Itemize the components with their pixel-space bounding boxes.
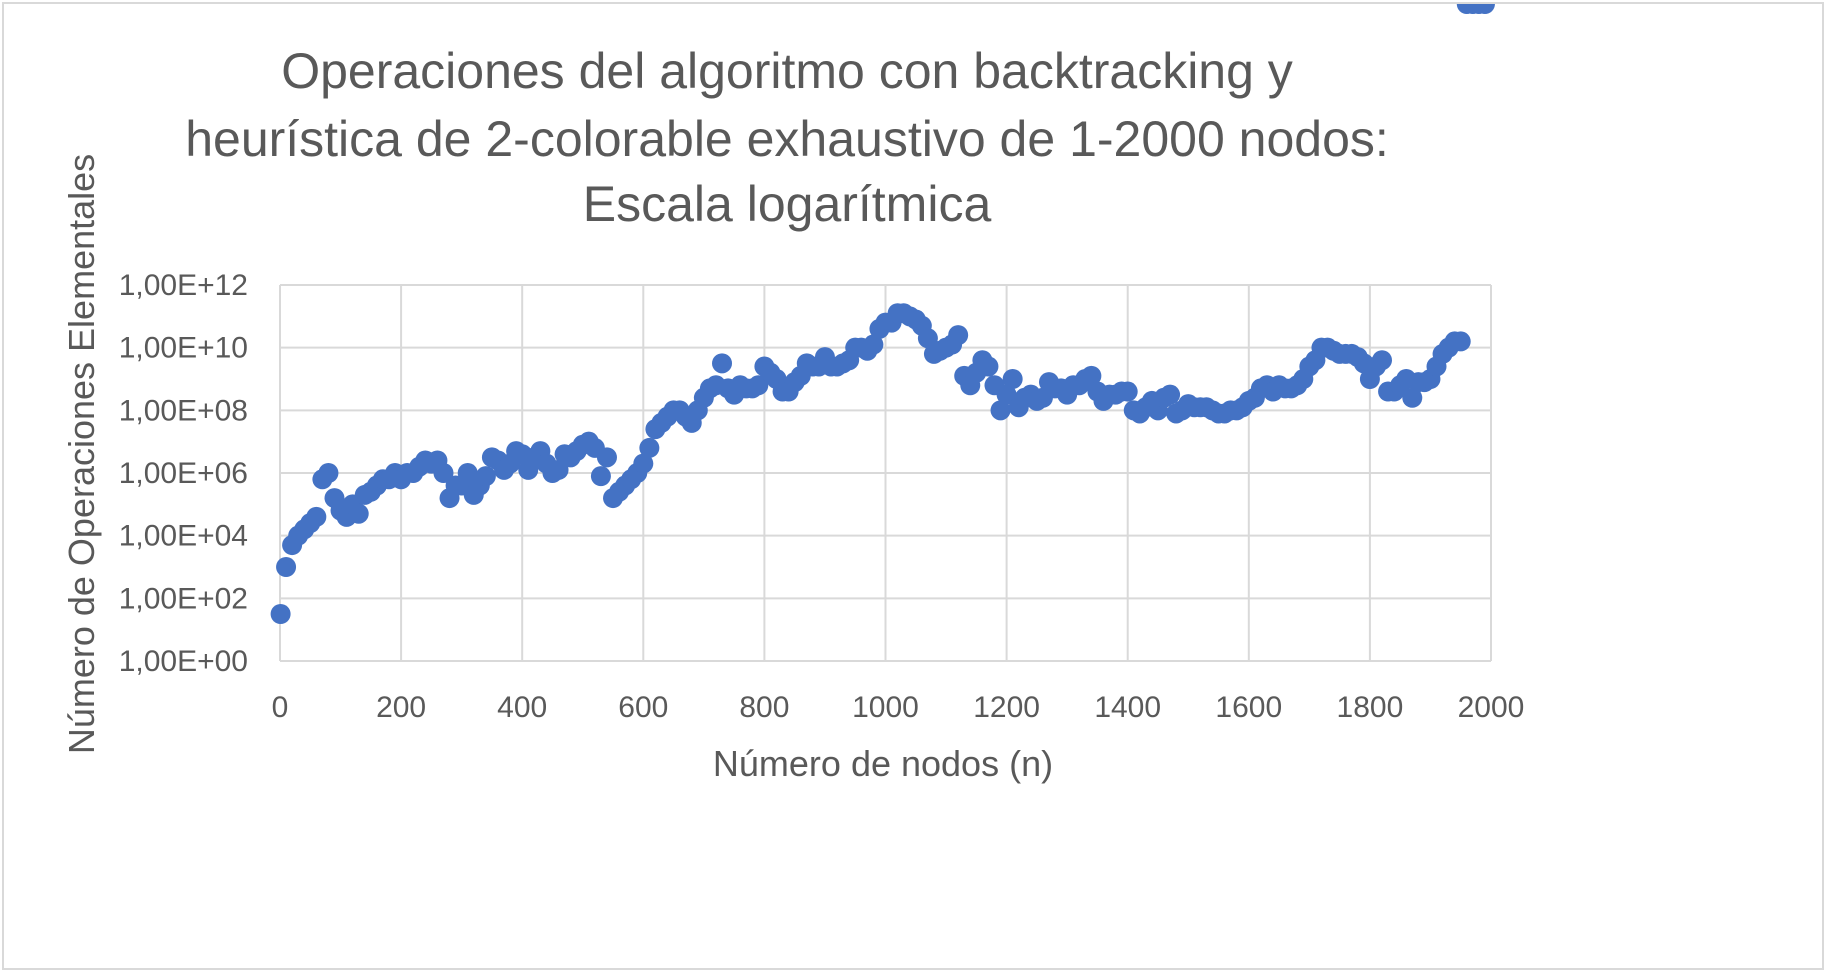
x-tick-label: 1400 [1094,691,1161,724]
chart-title-line-1: Operaciones del algoritmo con backtracki… [281,43,1293,99]
data-point [1474,0,1495,14]
data-point [1160,384,1181,405]
data-point [639,437,660,458]
chart-title: Operaciones del algoritmo con backtracki… [185,43,1389,232]
scatter-chart: Operaciones del algoritmo con backtracki… [61,0,1525,784]
data-point [633,453,654,474]
x-tick-label: 1000 [852,691,919,724]
data-point [457,463,478,483]
data-point [1002,369,1023,389]
y-tick-label: 1,00E+08 [119,394,248,427]
data-point [1372,350,1393,371]
x-tick-label: 400 [497,691,547,724]
data-point [748,375,769,396]
data-point [1081,365,1102,386]
y-tick-label: 1,00E+04 [119,520,248,553]
data-point [590,466,611,487]
data-point [475,466,496,487]
x-tick-label: 0 [272,691,289,724]
data-point [978,356,999,377]
data-point [433,463,454,483]
data-points [270,0,1495,624]
data-point [917,328,938,349]
chart-title-line-3: Escala logarítmica [583,176,992,232]
data-point [318,463,339,483]
y-tick-label: 1,00E+10 [119,332,248,365]
x-tick-label: 2000 [1458,691,1525,724]
data-point [996,384,1017,405]
data-point [1117,381,1138,402]
x-tick-label: 600 [618,691,668,724]
data-point [276,557,297,577]
y-tick-label: 1,00E+06 [119,457,248,490]
x-tick-label: 1600 [1215,691,1282,724]
data-point [548,459,569,480]
y-tick-label: 1,00E+00 [119,645,248,678]
x-axis-title: Número de nodos (n) [713,743,1053,784]
x-axis-tick-labels: 0 200 400 600 800 1000 1200 1400 1600 1800 2000 [272,691,1525,724]
y-tick-label: 1,00E+02 [119,582,248,615]
x-tick-label: 800 [739,691,789,724]
x-tick-label: 200 [376,691,426,724]
y-axis-tick-labels: 1,00E+00 1,00E+02 1,00E+04 1,00E+06 1,00E+08… [119,269,248,678]
data-point [306,506,327,527]
data-point [863,334,884,355]
data-point [1450,331,1471,352]
data-point [1402,387,1423,408]
data-point [990,400,1011,421]
data-point [348,503,369,524]
data-point [712,353,733,374]
chart-title-line-2: heurística de 2-colorable exhaustivo de … [185,111,1389,167]
data-point [596,447,617,468]
x-tick-label: 1200 [973,691,1040,724]
data-point [270,604,291,624]
y-tick-label: 1,00E+12 [119,269,248,302]
y-axis-title: Número de Operaciones Elementales [61,154,102,754]
data-point [948,325,969,346]
grid-lines [279,284,1492,662]
x-tick-label: 1800 [1337,691,1404,724]
